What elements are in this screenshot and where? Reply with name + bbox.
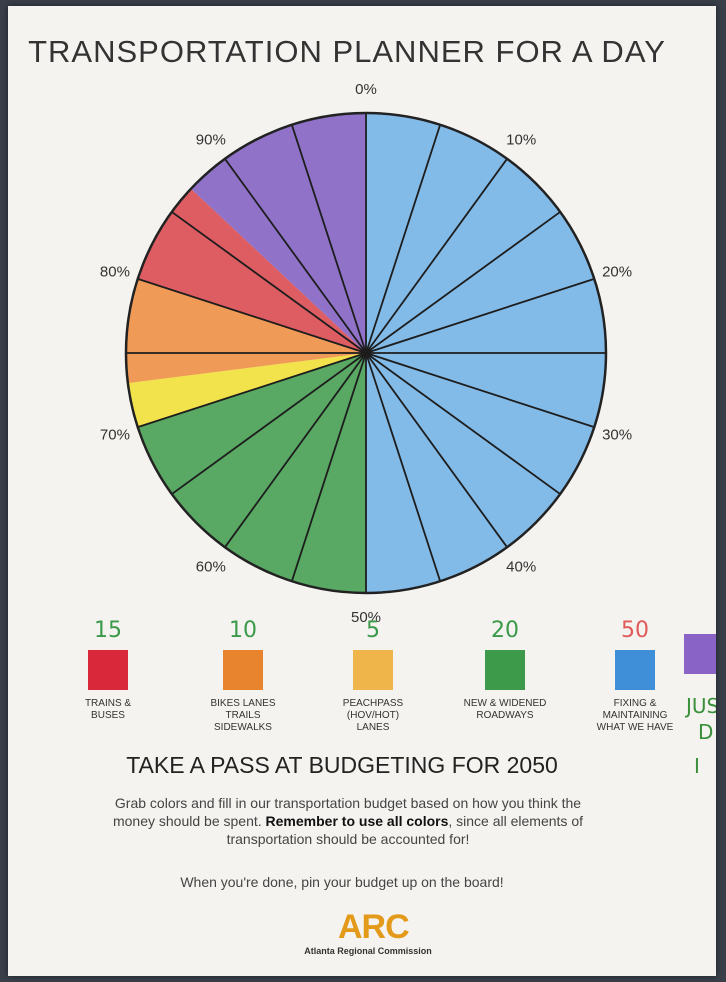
legend-item-4: 50 FIXING & MAINTAINING WHAT WE HAVE — [570, 616, 700, 734]
pie-divider-1 — [365, 124, 442, 354]
pie-divider-12 — [224, 352, 367, 548]
instructions-part-2: , since all elements of transportation s… — [226, 813, 583, 847]
pie-divider-7 — [365, 352, 561, 495]
pie-divider-2 — [365, 158, 508, 354]
legend-item-3: 20 NEW & WIDENED ROADWAYS — [440, 616, 570, 722]
legend-item-1: 10 BIKES LANES TRAILS SIDEWALKS — [178, 616, 308, 734]
budget-subtitle: TAKE A PASS AT BUDGETING FOR 2050 — [126, 752, 558, 778]
legend-swatch — [223, 650, 263, 690]
legend-item-2: 5 PEACHPASS (HOV/HOT) LANES — [308, 616, 438, 734]
handwritten-note-1: JUS — [686, 694, 716, 718]
legend-item-0: 15 TRAINS & BUSES — [43, 616, 173, 722]
pie-divider-17 — [171, 211, 367, 354]
legend-handwritten-value: 20 — [491, 618, 519, 643]
pie-divider-3 — [365, 211, 561, 354]
tick-label-2: 20% — [602, 263, 632, 280]
legend-label: TRAINS & BUSES — [84, 698, 132, 721]
pie-divider-11 — [290, 352, 367, 582]
legend-handwritten-value: 10 — [229, 618, 257, 643]
pie-divider-18 — [224, 158, 367, 354]
legend-swatch — [353, 650, 393, 690]
budget-pie-chart: 0% 10% 20% 30% 40% 50% 60% 70% 80% 90% — [100, 81, 632, 626]
worksheet-page: TRANSPORTATION PLANNER FOR A DAY 0% 10% 20… — [8, 6, 716, 976]
tick-label-4: 40% — [506, 559, 536, 576]
pie-divider-8 — [365, 352, 508, 548]
pie-divider-9 — [365, 352, 442, 582]
legend-swatch — [485, 650, 525, 690]
legend-swatch — [88, 650, 128, 690]
pie-outline — [124, 111, 608, 595]
legend-label: PEACHPASS (HOV/HOT) LANES — [342, 698, 404, 733]
tick-label-0: 0% — [355, 81, 377, 98]
tick-label-3: 30% — [602, 427, 632, 444]
tick-label-7: 70% — [100, 427, 130, 444]
legend-label: BIKES LANES TRAILS SIDEWALKS — [210, 698, 276, 733]
organization-name: Atlanta Regional Commission — [304, 946, 432, 956]
tick-label-1: 10% — [506, 131, 536, 148]
legend-label: FIXING & MAINTAINING WHAT WE HAVE — [596, 698, 674, 733]
handwritten-note-2: D — [698, 720, 714, 744]
instructions-part-1: Grab colors and fill in our transportati… — [112, 795, 582, 829]
pie-divider-16 — [137, 277, 367, 354]
tick-label-8: 80% — [100, 263, 130, 280]
tick-label-6: 60% — [196, 559, 226, 576]
legend-handwritten-value: 15 — [94, 618, 122, 643]
tick-label-9: 90% — [196, 131, 226, 148]
legend-handwritten-value: 5 — [366, 618, 380, 643]
handwritten-note-3: I — [694, 754, 700, 778]
page-title: TRANSPORTATION PLANNER FOR A DAY — [28, 34, 666, 69]
pie-slice-1 — [137, 353, 366, 593]
instructions-emphasis: Remember to use all colors — [265, 813, 449, 829]
pie-slice-3 — [125, 278, 366, 384]
legend-swatch-partial — [684, 634, 716, 674]
legend-swatch — [615, 650, 655, 690]
arc-logo: ARC — [338, 908, 410, 946]
pie-divider-19 — [290, 124, 367, 354]
pie-divider-14 — [137, 352, 367, 429]
pin-note: When you're done, pin your budget up on … — [180, 874, 504, 890]
legend-handwritten-value: 50 — [621, 618, 649, 643]
instructions-text: Grab colors and fill in our transportati… — [98, 794, 598, 848]
pie-divider-6 — [365, 352, 595, 429]
pie-divider-13 — [171, 352, 367, 495]
pie-divider-4 — [365, 277, 595, 354]
legend-label: NEW & WIDENED ROADWAYS — [463, 698, 547, 721]
tick-label-5: 50% — [351, 609, 381, 626]
